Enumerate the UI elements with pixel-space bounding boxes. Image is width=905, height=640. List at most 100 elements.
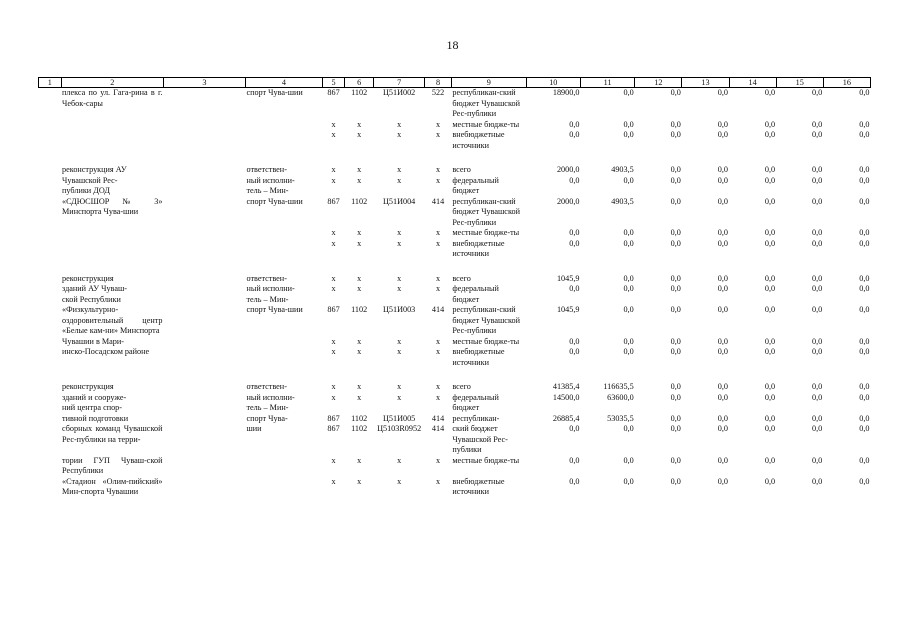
cell-funding-source: всего: [452, 165, 471, 174]
cell-amount-14: 0,0: [764, 424, 776, 433]
cell-csr: Ц5103R0952: [377, 424, 422, 433]
cell-col3: [163, 382, 245, 393]
cell-measure-name: зданий АУ Чуваш-: [62, 284, 127, 293]
cell-col1: [39, 197, 62, 229]
cell-amount-13: 0,0: [717, 455, 728, 465]
table-row: ской Республики тель – Мин-бюджет: [39, 295, 871, 306]
cell-grbs: х: [331, 284, 336, 293]
cell-executor: [245, 456, 322, 477]
cell-amount-10: 0,0: [569, 175, 580, 185]
column-number-row: 1 2 3 4 5 6 7 8 9 10 11 12 13 14 15 16: [38, 77, 872, 88]
cell-csr: х: [397, 347, 402, 356]
cell-executor: [245, 239, 322, 260]
table-row: тории ГУП Чуваш-ской Республики х х х х местн…: [39, 456, 871, 477]
column-header-11: 11: [579, 77, 636, 88]
cell-amount-12: 0,0: [670, 347, 681, 356]
cell-grbs: [322, 403, 345, 414]
table-row: х х х х местные бюдже-ты 0,0 0,0 0,0 0,0 0,0 0,0 0,…: [39, 120, 871, 131]
cell-executor: ный исполни-: [246, 175, 295, 185]
cell-csr: х: [397, 284, 402, 293]
cell-measure-name: «Физкультурно-оздоровительный центр «Бел…: [62, 305, 163, 335]
table-row: инско-Посадском районе х х х х внебюджетные и…: [39, 347, 871, 368]
cell-grbs: 867: [327, 196, 340, 206]
cell-amount-11: 0,0: [623, 130, 634, 139]
cell-amount-10: 0,0: [569, 336, 580, 346]
cell-rzpr: х: [357, 130, 362, 139]
cell-col3: [163, 403, 245, 414]
cell-amount-15: 0,0: [812, 119, 823, 129]
cell-amount-16: 0,0: [859, 336, 870, 346]
cell-vr: х: [436, 273, 441, 283]
cell-amount-16: 0,0: [859, 130, 870, 139]
cell-amount-11: 0,0: [623, 273, 634, 283]
cell-col1: [39, 130, 62, 151]
cell-amount-10: 2000,0: [556, 165, 580, 174]
cell-rzpr: х: [357, 347, 362, 356]
column-header-1: 1: [38, 77, 62, 88]
cell-amount-16: [823, 295, 870, 306]
cell-amount-16: 0,0: [859, 413, 870, 423]
cell-amount-11: [580, 403, 634, 414]
cell-amount-16: 0,0: [859, 347, 870, 356]
cell-grbs: [322, 295, 345, 306]
table-row: реконструкция АУ ответствен-х х х х всего 2000…: [39, 165, 871, 176]
cell-col1: [39, 186, 62, 197]
cell-amount-11: 53035,5: [607, 413, 634, 423]
cell-rzpr: 1102: [351, 305, 368, 314]
table-row: ний центра спор-тель – Мин-бюджет: [39, 403, 871, 414]
cell-col1: [39, 165, 62, 176]
cell-amount-13: [682, 295, 729, 306]
cell-funding-source: бюджет: [452, 186, 480, 195]
cell-executor: ответствен-: [246, 273, 287, 283]
cell-amount-16: 0,0: [859, 424, 870, 433]
spacer-cell: [39, 368, 871, 382]
cell-col3: [163, 197, 245, 229]
cell-col3: [163, 176, 245, 187]
cell-vr: 414: [431, 196, 445, 206]
cell-amount-13: 0,0: [717, 196, 728, 206]
cell-col3: [163, 186, 245, 197]
cell-amount-13: 0,0: [717, 392, 728, 402]
cell-col3: [163, 88, 245, 120]
cell-amount-12: [635, 186, 682, 197]
cell-grbs: х: [331, 228, 336, 237]
cell-amount-11: 0,0: [623, 284, 634, 293]
cell-col1: [39, 456, 62, 477]
cell-vr: х: [436, 284, 441, 293]
cell-amount-11: 63600,0: [607, 392, 634, 402]
cell-grbs: х: [331, 392, 336, 402]
cell-amount-13: 0,0: [717, 165, 728, 174]
cell-amount-11: 0,0: [623, 88, 634, 97]
cell-rzpr: 1102: [351, 413, 368, 423]
cell-amount-15: 0,0: [812, 196, 823, 206]
row-spacer: [39, 368, 871, 382]
spacer-cell: [39, 151, 871, 165]
cell-csr: х: [397, 130, 402, 139]
table-row: плекса по ул. Гага-рина в г. Чебок-сары с…: [39, 88, 871, 120]
cell-amount-16: 0,0: [859, 392, 870, 402]
column-header-2: 2: [60, 77, 164, 88]
cell-amount-14: 0,0: [764, 165, 776, 174]
cell-grbs: х: [331, 238, 336, 248]
cell-col1: [39, 176, 62, 187]
cell-col3: [163, 393, 245, 404]
cell-amount-16: 0,0: [859, 196, 870, 206]
cell-measure-name: сборных команд Чувашской Рес-публики на …: [62, 424, 163, 444]
cell-measure-name: Чувашии в Мари-: [62, 336, 124, 346]
cell-csr: Ц51И002: [382, 88, 416, 97]
cell-executor: тель – Мин-: [246, 294, 289, 304]
cell-col3: [163, 295, 245, 306]
cell-amount-10: 0,0: [569, 347, 580, 356]
cell-amount-15: 0,0: [812, 228, 823, 237]
cell-amount-16: 0,0: [859, 284, 870, 293]
cell-amount-15: 0,0: [812, 392, 823, 402]
cell-vr: 414: [431, 413, 445, 423]
cell-amount-15: 0,0: [812, 347, 823, 356]
cell-amount-10: 0,0: [569, 284, 580, 293]
cell-amount-16: 0,0: [859, 175, 870, 185]
cell-amount-10: 0,0: [569, 228, 580, 237]
table-body: плекса по ул. Гага-рина в г. Чебок-сары с…: [39, 88, 871, 498]
cell-amount-12: 0,0: [670, 175, 681, 185]
cell-col3: [163, 305, 245, 337]
cell-col3: [163, 165, 245, 176]
